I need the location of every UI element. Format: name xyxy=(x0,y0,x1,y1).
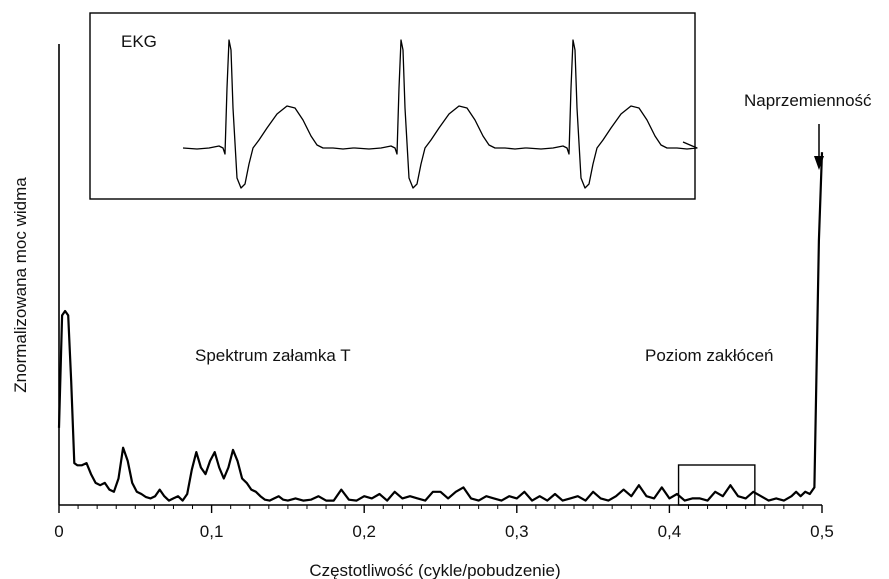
t-wave-spectrum-label: Spektrum załamka T xyxy=(195,346,351,365)
ekg-label: EKG xyxy=(121,32,157,51)
ekg-inset-frame xyxy=(89,12,696,200)
x-tick-label: 0,1 xyxy=(200,522,224,541)
x-tick-label: 0,4 xyxy=(658,522,682,541)
x-tick-label: 0,5 xyxy=(810,522,834,541)
x-tick-label: 0,2 xyxy=(352,522,376,541)
y-axis-title: Znormalizowana moc widma xyxy=(11,177,30,393)
alternans-arrow xyxy=(814,124,824,170)
x-axis-ticks: 0 0,1 0,2 0,3 0,4 0,5 xyxy=(54,505,834,541)
spectrum-series-line xyxy=(57,152,824,502)
alternans-label: Naprzemienność xyxy=(744,91,872,110)
noise-level-box xyxy=(677,464,756,506)
x-tick-label: 0 xyxy=(54,522,63,541)
x-tick-label: 0,3 xyxy=(505,522,529,541)
x-axis-title: Częstotliwość (cykle/pobudzenie) xyxy=(309,561,560,579)
ekg-inset: EKG xyxy=(89,12,698,200)
noise-level-label: Poziom zakłóceń xyxy=(645,346,774,365)
ekg-trace xyxy=(182,39,698,189)
